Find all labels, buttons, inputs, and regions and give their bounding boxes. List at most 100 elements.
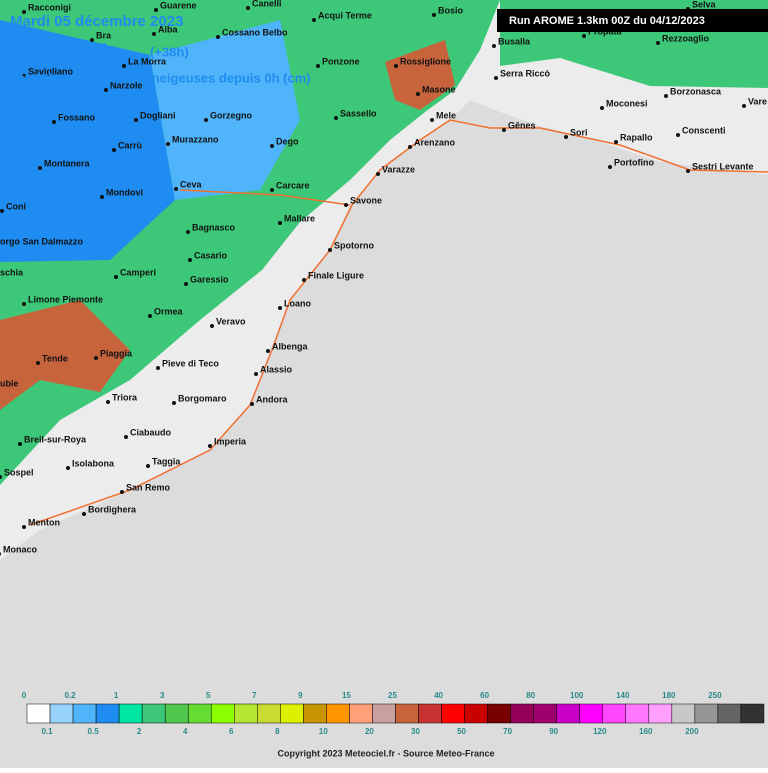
city-label: Acqui Terme [318, 10, 372, 20]
city-label: Borzonasca [670, 86, 722, 96]
city-dot [494, 76, 498, 80]
city-label: Garessio [190, 274, 229, 284]
legend-swatch [72, 703, 97, 724]
legend-swatch [740, 703, 765, 724]
legend-swatch [187, 703, 212, 724]
city-label: La Morra [128, 56, 167, 66]
legend-bg [0, 580, 768, 768]
city-dot [22, 10, 26, 14]
legend-swatch [280, 703, 304, 724]
city-dot [18, 442, 22, 446]
city-dot [90, 38, 94, 42]
legend-swatch [487, 703, 511, 724]
city-label: Mele [436, 110, 456, 120]
city-label: Andora [256, 394, 288, 404]
legend-label: 0.2 [64, 691, 76, 700]
city-label: Cossano Belbo [222, 27, 288, 37]
legend-swatch [26, 703, 51, 724]
city-dot [316, 64, 320, 68]
legend-swatch [464, 703, 488, 724]
city-dot [114, 275, 118, 279]
city-dot [66, 466, 70, 470]
city-dot [208, 444, 212, 448]
legend-label: 10 [319, 727, 328, 736]
city-label: Fossano [58, 112, 96, 122]
legend-label: 6 [229, 727, 234, 736]
city-dot [608, 165, 612, 169]
legend-label: 20 [365, 727, 374, 736]
legend-swatch [234, 703, 258, 724]
legend-swatch [648, 703, 673, 724]
city-label: Narzole [110, 80, 143, 90]
city-dot [0, 209, 4, 213]
city-dot [312, 18, 316, 22]
city-dot [146, 464, 150, 468]
city-label: Sassello [340, 108, 377, 118]
city-label: Dego [276, 136, 299, 146]
snow-orange-sw [0, 300, 130, 410]
city-label: Ormea [154, 306, 184, 316]
legend-label: 0 [22, 691, 27, 700]
city-dot [656, 41, 660, 45]
city-dot [246, 6, 250, 10]
city-label: Alba [158, 24, 178, 34]
city-label: Borgomaro [178, 393, 227, 403]
legend-swatch [671, 703, 696, 724]
city-label: orgo San Dalmazzo [0, 236, 84, 246]
city-label: Canelli [252, 0, 282, 8]
city-label: Racconigi [28, 2, 71, 12]
city-label: Albenga [272, 341, 308, 351]
city-label: Bordighera [88, 504, 137, 514]
city-dot [36, 361, 40, 365]
legend-swatch [95, 703, 120, 724]
legend-label: 140 [616, 691, 630, 700]
legend-swatch [418, 703, 442, 724]
snow-orange [385, 40, 455, 110]
city-dot [250, 402, 254, 406]
city-label: Monaco [3, 544, 38, 554]
city-dot [302, 278, 306, 282]
legend-label: 250 [708, 691, 722, 700]
city-label: Bosio [438, 5, 464, 15]
city-label: Serra Riccò [500, 68, 551, 78]
city-label: Gorzegno [210, 110, 253, 120]
city-dot [492, 44, 496, 48]
city-dot [278, 306, 282, 310]
city-label: Veravo [216, 316, 246, 326]
city-dot [408, 145, 412, 149]
city-label: Sori [570, 127, 588, 137]
city-label: Carrù [118, 140, 142, 150]
city-dot [112, 148, 116, 152]
city-label: Arenzano [414, 137, 456, 147]
legend-label: 8 [275, 727, 280, 736]
legend-swatch [326, 703, 350, 724]
city-dot [686, 169, 690, 173]
legend-swatch [694, 703, 719, 724]
city-dot [184, 282, 188, 286]
city-dot [432, 13, 436, 17]
legend-swatch [49, 703, 74, 724]
city-label: Dogliani [140, 110, 176, 120]
city-dot [216, 35, 220, 39]
city-label: Sospel [4, 467, 34, 477]
city-dot [204, 118, 208, 122]
legend-label: 90 [549, 727, 558, 736]
city-dot [254, 372, 258, 376]
city-label: Finale Ligure [308, 270, 364, 280]
city-label: Triora [112, 392, 138, 402]
city-dot [186, 230, 190, 234]
city-dot [52, 120, 56, 124]
legend-label: 180 [662, 691, 676, 700]
legend-label: 0.5 [88, 727, 100, 736]
city-label: Sestri Levante [692, 161, 754, 171]
city-label: Menton [28, 517, 60, 527]
city-dot [394, 64, 398, 68]
city-dot [22, 74, 26, 78]
city-dot [600, 106, 604, 110]
city-dot [376, 172, 380, 176]
city-label: Savigliano [28, 66, 74, 76]
legend-swatch [118, 703, 143, 724]
legend-label: 60 [480, 691, 489, 700]
legend-label: 100 [570, 691, 584, 700]
legend-swatch [579, 703, 603, 724]
